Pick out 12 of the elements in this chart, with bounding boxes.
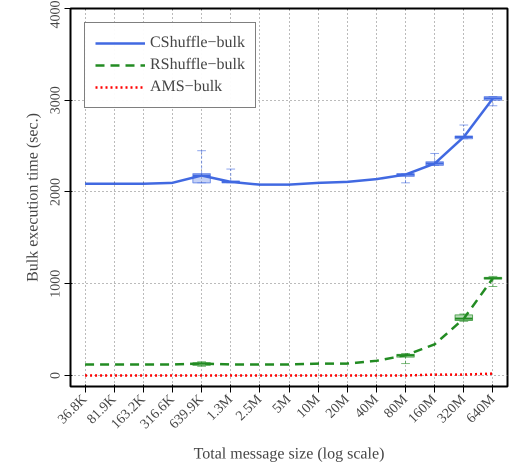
y-tick-label: 1000 — [48, 270, 64, 298]
x-axis-title: Total message size (log scale) — [194, 446, 384, 463]
x-tick-label: 40M — [352, 392, 382, 422]
legend-label: CShuffle−bulk — [150, 34, 245, 52]
y-tick-label: 4000 — [48, 0, 64, 28]
legend-label: AMS−bulk — [150, 78, 222, 96]
y-tick-label: 3000 — [48, 86, 64, 114]
y-axis-title: Bulk execution time (sec.) — [24, 113, 42, 282]
x-tick-label: 5M — [270, 392, 295, 417]
y-tick-label: 2000 — [48, 178, 64, 206]
y-tick-label: 0 — [48, 372, 64, 379]
legend-label: RShuffle−bulk — [150, 56, 245, 74]
